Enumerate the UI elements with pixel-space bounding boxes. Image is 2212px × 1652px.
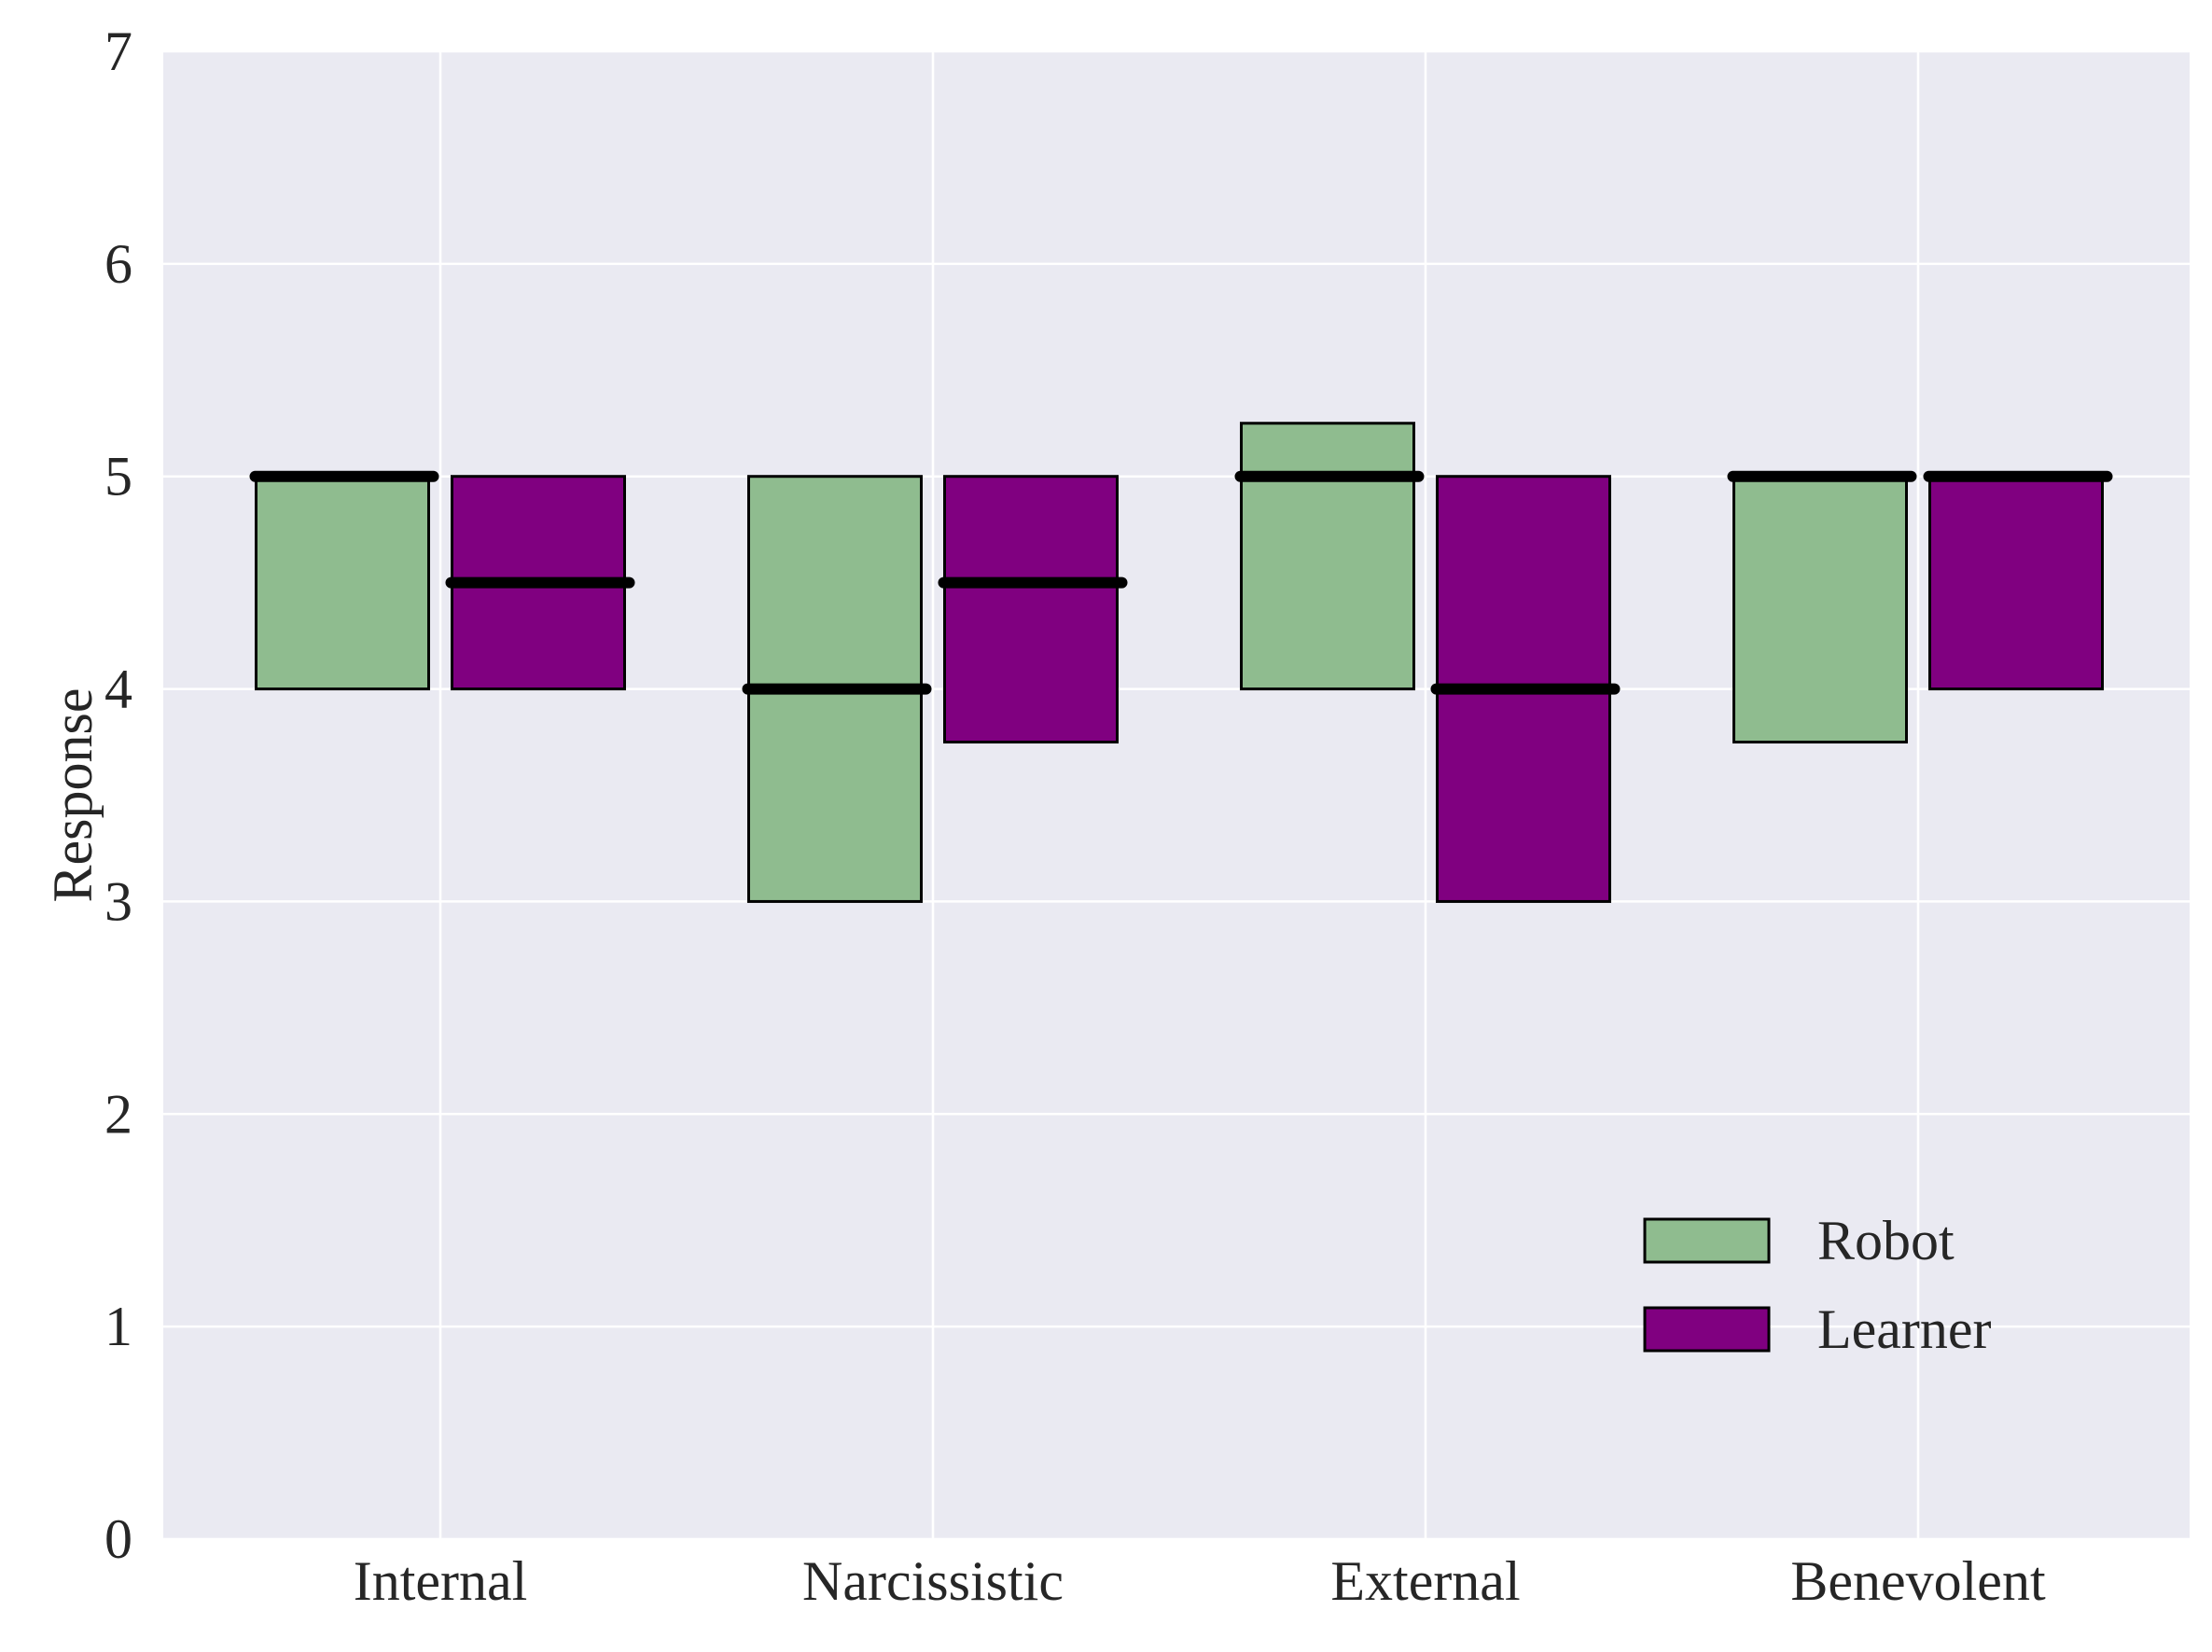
y-tick-label: 0 [104, 1508, 132, 1570]
y-tick-label: 2 [104, 1083, 132, 1145]
legend-label-learner: Learner [1817, 1298, 1992, 1360]
box-robot-internal [255, 475, 430, 691]
x-tick-label: External [1330, 1550, 1520, 1612]
y-tick-labels: 0 1 2 3 4 5 6 7 [104, 21, 132, 1570]
legend-swatch-robot [1643, 1217, 1771, 1264]
box-learner-narcissistic [943, 475, 1119, 744]
legend-label-robot: Robot [1817, 1210, 1955, 1271]
legend: Robot Learner [1643, 1210, 1992, 1360]
plot-background [163, 51, 2190, 1539]
y-tick-label: 4 [104, 659, 132, 720]
y-tick-label: 3 [104, 870, 132, 932]
y-tick-label: 5 [104, 446, 132, 507]
y-tick-label: 6 [104, 233, 132, 295]
box-learner-benevolent [1928, 475, 2104, 691]
x-tick-label: Benevolent [1790, 1550, 2046, 1612]
y-tick-label: 7 [104, 21, 132, 82]
y-axis-title: Response [42, 688, 104, 903]
median-lines [249, 470, 2113, 695]
x-tick-label: Narcissistic [802, 1550, 1064, 1612]
x-tick-label: Internal [354, 1550, 528, 1612]
box-robot-external [1240, 422, 1415, 691]
grid-lines [163, 49, 2190, 1541]
x-tick-labels: Internal Narcissistic External Benevolent [354, 1550, 2046, 1612]
box-robot-benevolent [1732, 475, 1908, 744]
legend-swatch-learner [1643, 1306, 1771, 1353]
y-tick-label: 1 [104, 1296, 132, 1357]
